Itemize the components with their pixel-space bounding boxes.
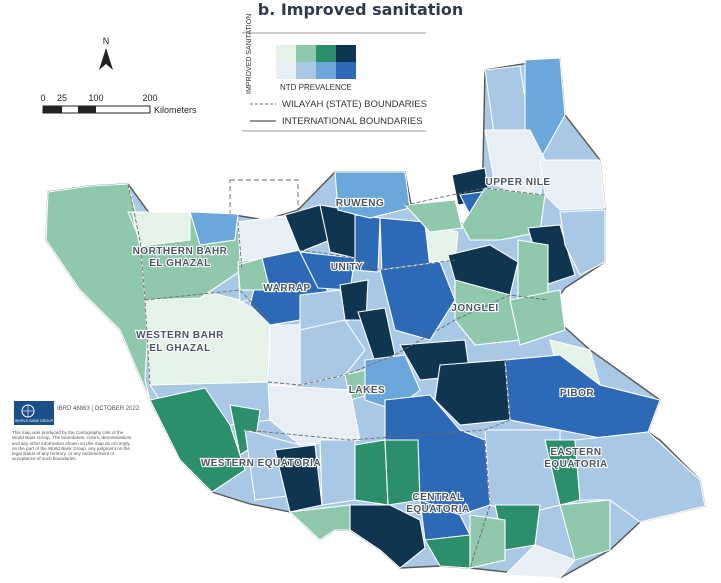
county (269, 324, 301, 386)
county (319, 439, 356, 506)
county (559, 209, 606, 276)
county (349, 504, 426, 569)
county (454, 279, 521, 346)
county (149, 387, 246, 493)
state-label: PIBOR (560, 388, 594, 399)
svg-text:WESTERN BAHR: WESTERN BAHR (136, 330, 224, 341)
svg-text:WORLD BANK GROUP: WORLD BANK GROUP (15, 419, 54, 423)
legend-swatch (316, 45, 336, 62)
state-label: LAKES (349, 385, 385, 396)
map-id-label: IBRD 46863 | OCTOBER 2022 (57, 406, 140, 412)
county (334, 171, 411, 219)
legend-swatch (276, 62, 296, 79)
world-bank-logo: WORLD BANK GROUP (14, 401, 54, 425)
county (237, 257, 271, 291)
county (288, 504, 351, 541)
county (509, 289, 566, 346)
state-label: JONGLEI (451, 303, 498, 314)
svg-text:EL GHAZAL: EL GHAZAL (149, 343, 211, 354)
svg-text:EQUATORIA: EQUATORIA (406, 504, 470, 515)
county (559, 499, 611, 561)
state-label: WESTERN EQUATORIA (201, 458, 321, 469)
svg-text:100: 100 (88, 93, 103, 103)
county (131, 211, 191, 247)
legend-swatch (296, 62, 316, 79)
map-legend: IMPROVED SANITATION NTD PREVALENCE WILAY… (242, 14, 427, 132)
legend-swatch (316, 62, 336, 79)
county-layer (45, 57, 706, 579)
state-label: NORTHERN BAHR EL GHAZAL (131, 245, 228, 270)
state-label: RUWENG (336, 198, 385, 209)
state-label: UNITY (331, 262, 364, 273)
north-arrow-icon: N (99, 36, 113, 70)
state-boundaries (127, 183, 549, 569)
county (403, 199, 463, 233)
county (517, 239, 549, 301)
svg-text:Kilometers: Kilometers (154, 105, 197, 115)
state-label: WARRAP (263, 283, 310, 294)
county (45, 183, 151, 401)
svg-text:IMPROVED SANITATION: IMPROVED SANITATION (246, 14, 253, 94)
scale-bar: 0 25 100 200 Kilometers (40, 93, 197, 115)
county (354, 439, 389, 506)
legend-swatch (336, 45, 356, 62)
county (299, 319, 366, 386)
county (469, 514, 506, 569)
state-label: UPPER NILE (485, 177, 550, 188)
state-label: WESTERN BAHR EL GHAZAL (135, 329, 225, 355)
county (484, 429, 561, 516)
svg-text:0: 0 (40, 93, 45, 103)
county (384, 394, 491, 516)
county (539, 159, 606, 211)
state-label: EASTERN EQUATORIA (543, 446, 608, 471)
svg-text:WILAYAH (STATE) BOUNDARIES: WILAYAH (STATE) BOUNDARIES (282, 99, 427, 110)
county (524, 57, 566, 162)
county (434, 359, 511, 426)
county (503, 544, 576, 579)
county (461, 187, 546, 241)
state-label: CENTRAL EQUATORIA (405, 491, 470, 516)
legend-swatch (336, 62, 356, 79)
svg-text:EASTERN: EASTERN (550, 447, 601, 458)
svg-text:25: 25 (57, 93, 67, 103)
state-labels: UPPER NILE RUWENG NORTHERN BAHR EL GHAZA… (131, 176, 608, 516)
svg-text:200: 200 (142, 93, 157, 103)
svg-text:CENTRAL: CENTRAL (412, 492, 463, 503)
legend-swatch (296, 45, 316, 62)
svg-text:N: N (103, 36, 110, 46)
disclaimer-note: This map was produced by the Cartography… (12, 430, 132, 462)
svg-text:NORTHERN BAHR: NORTHERN BAHR (133, 246, 228, 257)
legend-swatch (276, 45, 296, 62)
svg-text:EL GHAZAL: EL GHAZAL (149, 258, 211, 269)
county (574, 431, 706, 523)
svg-text:NTD PREVALENCE: NTD PREVALENCE (280, 83, 352, 92)
map-title: b. Improved sanitation (257, 0, 464, 19)
svg-text:INTERNATIONAL BOUNDARIES: INTERNATIONAL BOUNDARIES (282, 116, 422, 127)
county (189, 211, 239, 246)
svg-text:EQUATORIA: EQUATORIA (544, 459, 608, 470)
